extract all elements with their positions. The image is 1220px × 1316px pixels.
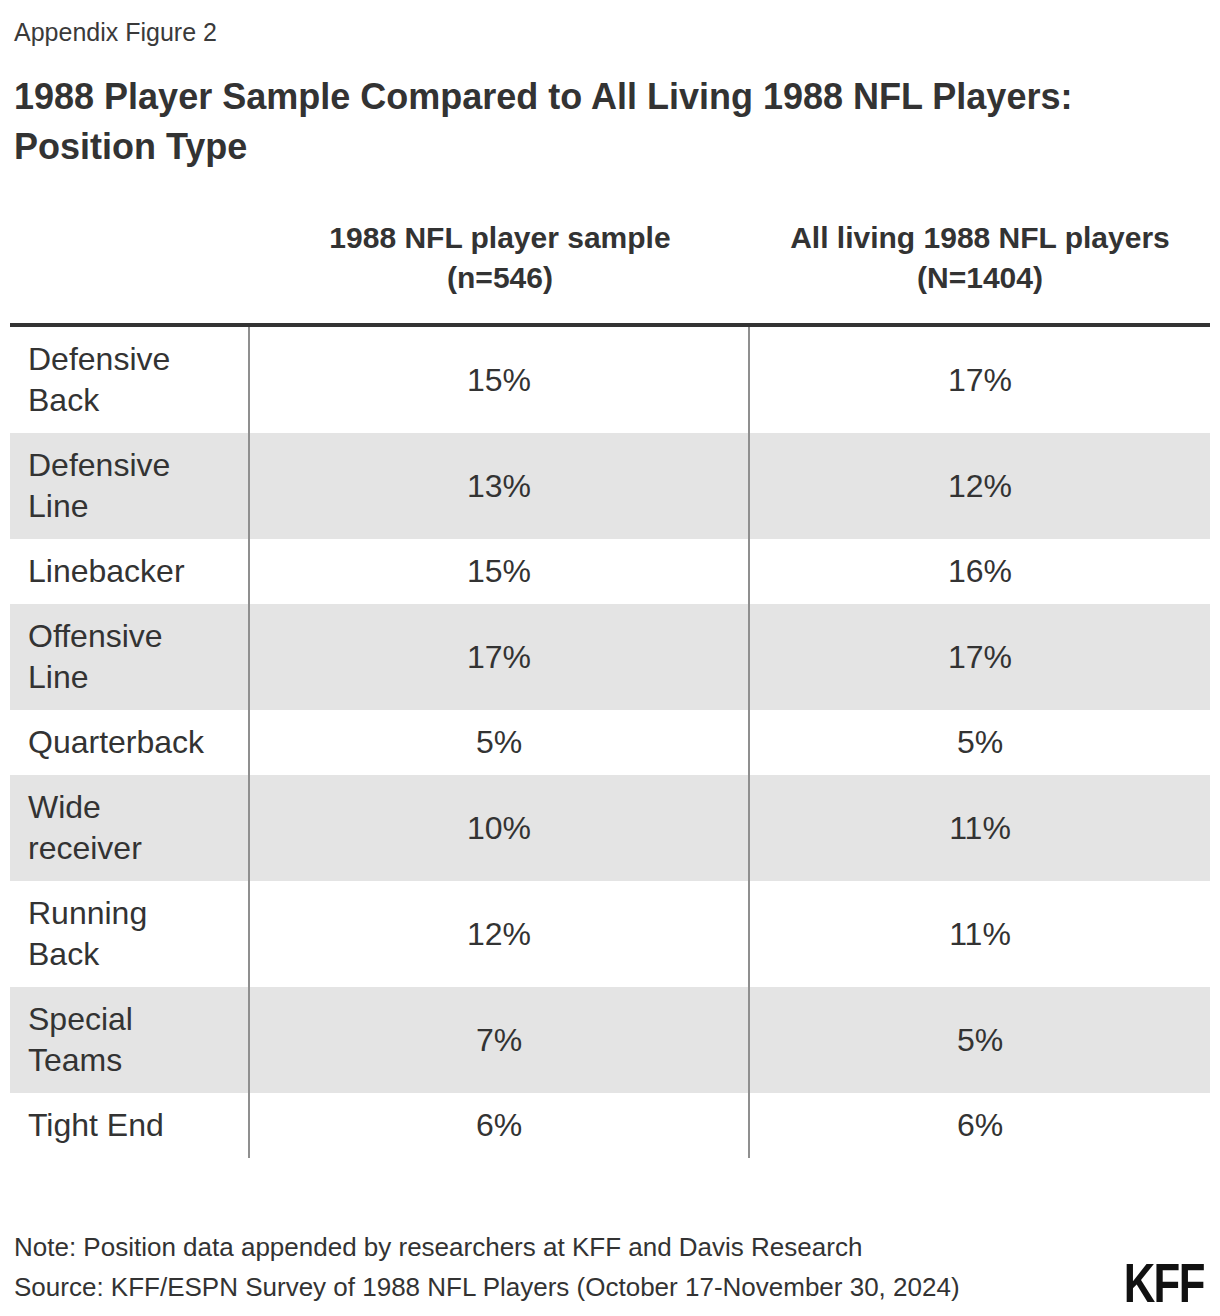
cell-all-living-value: 11% <box>750 881 1210 987</box>
row-label: Special Teams <box>10 987 250 1093</box>
row-label: Wide receiver <box>10 775 250 881</box>
cell-all-living-value: 16% <box>750 539 1210 604</box>
cell-sample-value: 15% <box>250 327 750 433</box>
cell-sample-value: 7% <box>250 987 750 1093</box>
table-row: Quarterback5%5% <box>10 710 1210 775</box>
position-table: 1988 NFL player sample (n=546) All livin… <box>10 218 1210 1158</box>
cell-sample-value: 13% <box>250 433 750 539</box>
cell-sample-value: 5% <box>250 710 750 775</box>
cell-sample-value: 6% <box>250 1093 750 1158</box>
cell-sample-value: 15% <box>250 539 750 604</box>
column-header-sample: 1988 NFL player sample (n=546) <box>250 218 750 323</box>
cell-sample-value: 17% <box>250 604 750 710</box>
cell-all-living-value: 5% <box>750 987 1210 1093</box>
table-row: Defensive Back15%17% <box>10 327 1210 433</box>
table-row: Defensive Line13%12% <box>10 433 1210 539</box>
row-label: Offensive Line <box>10 604 250 710</box>
table-row: Special Teams7%5% <box>10 987 1210 1093</box>
header-spacer <box>10 218 250 323</box>
row-label: Tight End <box>10 1093 250 1158</box>
row-label: Running Back <box>10 881 250 987</box>
row-label: Linebacker <box>10 539 250 604</box>
row-label: Quarterback <box>10 710 250 775</box>
table-row: Linebacker15%16% <box>10 539 1210 604</box>
cell-all-living-value: 12% <box>750 433 1210 539</box>
table-body: Defensive Back15%17%Defensive Line13%12%… <box>10 327 1210 1158</box>
row-label: Defensive Back <box>10 327 250 433</box>
table-row: Offensive Line17%17% <box>10 604 1210 710</box>
cell-all-living-value: 6% <box>750 1093 1210 1158</box>
source-text: Source: KFF/ESPN Survey of 1988 NFL Play… <box>14 1270 1220 1304</box>
note-text: Note: Position data appended by research… <box>14 1230 1220 1264</box>
column-header-all-living: All living 1988 NFL players (N=1404) <box>750 218 1210 323</box>
footer-notes: Note: Position data appended by research… <box>14 1230 1220 1304</box>
figure-label: Appendix Figure 2 <box>14 16 1220 48</box>
cell-sample-value: 12% <box>250 881 750 987</box>
cell-all-living-value: 17% <box>750 604 1210 710</box>
table-row: Wide receiver10%11% <box>10 775 1210 881</box>
cell-all-living-value: 11% <box>750 775 1210 881</box>
kff-logo: KFF <box>1124 1250 1204 1315</box>
figure-page: Appendix Figure 2 1988 Player Sample Com… <box>0 0 1220 1316</box>
cell-all-living-value: 5% <box>750 710 1210 775</box>
table-header-row: 1988 NFL player sample (n=546) All livin… <box>10 218 1210 327</box>
row-label: Defensive Line <box>10 433 250 539</box>
table-row: Tight End6%6% <box>10 1093 1210 1158</box>
cell-all-living-value: 17% <box>750 327 1210 433</box>
cell-sample-value: 10% <box>250 775 750 881</box>
table-row: Running Back12%11% <box>10 881 1210 987</box>
page-title: 1988 Player Sample Compared to All Livin… <box>14 72 1200 172</box>
